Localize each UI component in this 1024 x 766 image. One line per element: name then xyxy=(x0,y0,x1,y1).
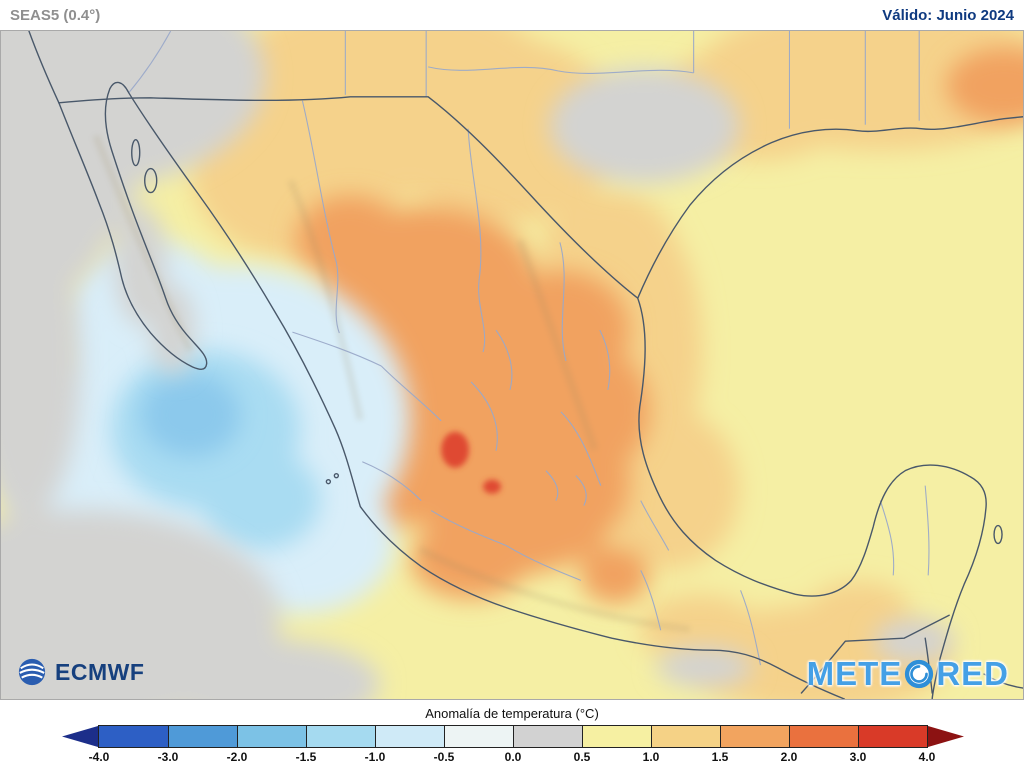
legend-tick: 4.0 xyxy=(918,750,936,764)
legend-tick: -2.0 xyxy=(226,750,248,764)
legend-tick: -3.0 xyxy=(157,750,179,764)
legend-segment-2 xyxy=(237,726,306,747)
ecmwf-logo: ECMWF xyxy=(17,657,144,687)
map-canvas: ECMWF METE RED xyxy=(0,30,1024,700)
legend-arrow-right xyxy=(928,726,964,747)
anomaly-blue-core xyxy=(140,372,241,457)
header-bar: SEAS5 (0.4°) Válido: Junio 2024 xyxy=(0,0,1024,30)
anomaly-hot-spots xyxy=(441,431,502,494)
anomaly-gray-regions xyxy=(1,31,955,699)
valid-date-label: Válido: Junio 2024 xyxy=(882,6,1014,24)
coastlines xyxy=(28,31,1023,699)
legend-segment-6 xyxy=(513,726,582,747)
legend-segment-5 xyxy=(444,726,513,747)
legend-segments xyxy=(98,725,928,748)
ecmwf-globe-icon xyxy=(18,658,46,686)
legend-arrow-left xyxy=(62,726,98,747)
meteored-label-right: RED xyxy=(936,655,1009,692)
legend-tick: 0.0 xyxy=(504,750,522,764)
legend-tick: -1.5 xyxy=(295,750,317,764)
terrain-hillshade xyxy=(92,134,691,633)
temperature-anomaly-map xyxy=(1,31,1023,699)
anomaly-orange-regions xyxy=(295,47,1023,605)
legend-tick: -1.0 xyxy=(364,750,386,764)
legend-segment-4 xyxy=(375,726,444,747)
legend-ticks: -4.0 -3.0 -2.0 -1.5 -1.0 -0.5 0.0 0.5 1.0 1.5 2.0 3… xyxy=(62,750,962,765)
legend-tick: 2.0 xyxy=(780,750,798,764)
legend-segment-1 xyxy=(168,726,237,747)
legend-tick: 1.5 xyxy=(711,750,729,764)
ecmwf-label: ECMWF xyxy=(55,658,145,685)
legend-tick: -4.0 xyxy=(88,750,110,764)
legend-segment-0 xyxy=(99,726,168,747)
legend: Anomalía de temperatura (°C) -4.0 -3.0 -2.… xyxy=(0,700,1024,765)
legend-tick: 1.0 xyxy=(642,750,660,764)
legend-title: Anomalía de temperatura (°C) xyxy=(425,706,599,721)
meteored-label-left: METE xyxy=(806,655,903,692)
legend-tick: 0.5 xyxy=(573,750,591,764)
legend-segment-10 xyxy=(789,726,858,747)
meteored-o-icon xyxy=(905,659,934,689)
model-label: SEAS5 (0.4°) xyxy=(10,6,101,24)
legend-segment-3 xyxy=(306,726,375,747)
legend-segment-11 xyxy=(858,726,927,747)
legend-tick: 3.0 xyxy=(849,750,867,764)
legend-tick: -0.5 xyxy=(433,750,455,764)
legend-segment-9 xyxy=(720,726,789,747)
meteored-logo: METE RED xyxy=(807,655,1009,693)
legend-segment-7 xyxy=(582,726,651,747)
state-borders xyxy=(128,31,930,666)
legend-bar xyxy=(62,725,964,748)
legend-segment-8 xyxy=(651,726,720,747)
